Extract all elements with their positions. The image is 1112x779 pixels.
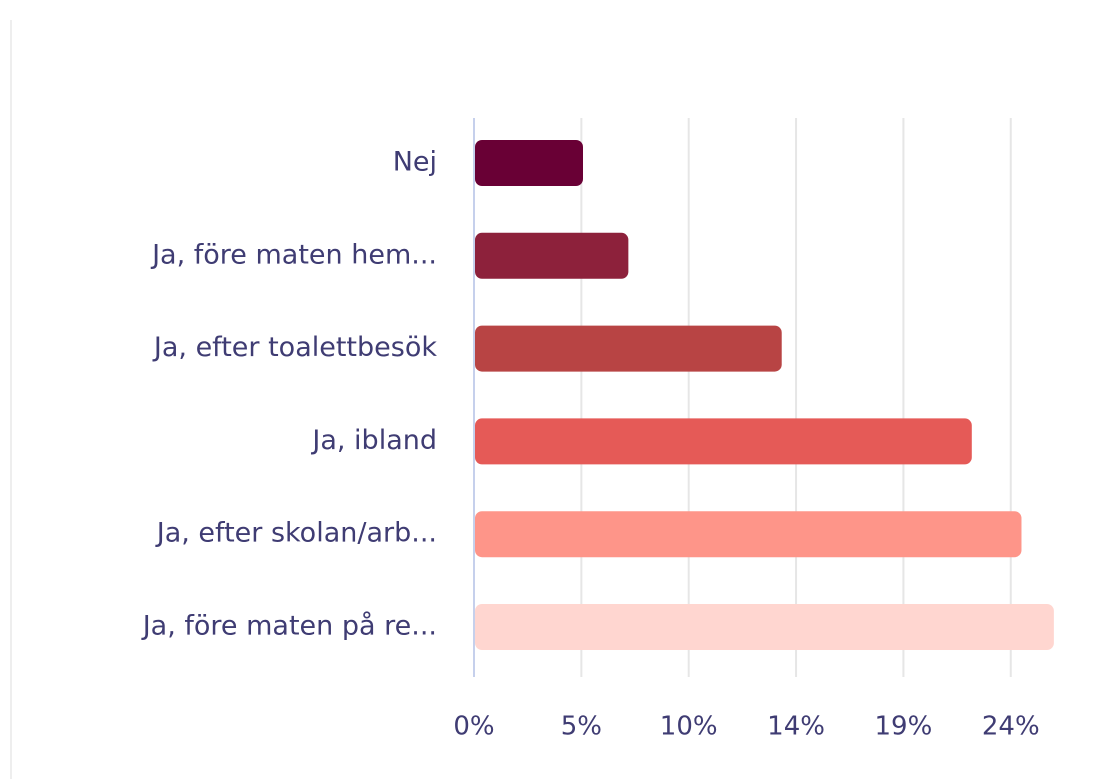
bar xyxy=(475,140,583,186)
x-tick-label: 10% xyxy=(660,712,718,742)
category-label: Ja, efter skolan/arb... xyxy=(155,518,437,549)
category-labels: Nej Ja, före maten hem... Ja, efter toalet… xyxy=(141,147,438,642)
bar xyxy=(475,604,1054,650)
grid-lines xyxy=(580,118,1012,677)
category-label: Ja, före maten på re... xyxy=(141,611,437,642)
x-tick-label: 24% xyxy=(982,712,1040,742)
bar xyxy=(475,232,629,279)
bar xyxy=(475,325,782,372)
x-tick-label: 14% xyxy=(767,712,825,742)
x-tick-labels: 0%5%10%14%19%24%2... xyxy=(453,712,1040,742)
category-label: Ja, ibland xyxy=(310,425,437,456)
x-tick-label: 19% xyxy=(875,712,933,742)
x-tick-label: 5% xyxy=(561,712,602,742)
x-tick-label: 0% xyxy=(453,712,494,742)
category-label: Nej xyxy=(393,147,437,178)
category-label: Ja, efter toalettbesök xyxy=(152,332,437,363)
bar xyxy=(475,511,1022,558)
panel-divider xyxy=(10,20,12,779)
bar xyxy=(475,418,972,465)
bars xyxy=(475,140,1054,650)
category-label: Ja, före maten hem... xyxy=(150,239,437,270)
